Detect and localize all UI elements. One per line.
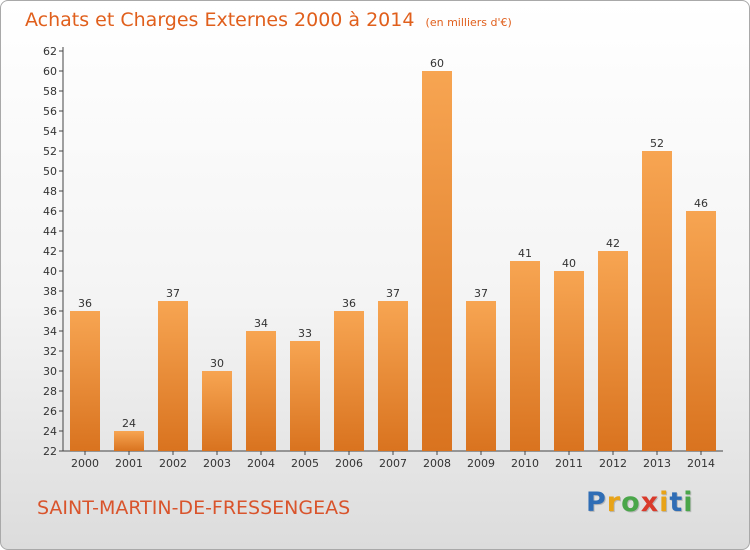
x-tick-label-2007: 2007 (379, 457, 407, 470)
title-row: Achats et Charges Externes 2000 à 2014 (… (25, 9, 512, 31)
data-label-2008: 60 (430, 57, 444, 70)
data-label-2003: 30 (210, 357, 224, 370)
logo-letter: o (621, 487, 641, 518)
logo-letter: i (659, 487, 670, 518)
bar-2009 (466, 301, 496, 451)
y-tick-label: 42 (43, 245, 57, 258)
x-tick-label-2011: 2011 (555, 457, 583, 470)
data-label-2013: 52 (650, 137, 664, 150)
y-tick-label: 60 (43, 65, 57, 78)
bar-2012 (598, 251, 628, 451)
commune-name: SAINT-MARTIN-DE-FRESSENGEAS (37, 497, 351, 519)
bar-2003 (202, 371, 232, 451)
data-label-2011: 40 (562, 257, 576, 270)
y-tick-label: 58 (43, 85, 57, 98)
y-tick-label: 44 (43, 225, 57, 238)
data-label-2004: 34 (254, 317, 268, 330)
x-tick-label-2005: 2005 (291, 457, 319, 470)
x-tick-label-2000: 2000 (71, 457, 99, 470)
bar-2002 (158, 301, 188, 451)
x-tick-label-2008: 2008 (423, 457, 451, 470)
x-tick-label-2012: 2012 (599, 457, 627, 470)
bar-2006 (334, 311, 364, 451)
data-label-2005: 33 (298, 327, 312, 340)
data-label-2001: 24 (122, 417, 136, 430)
bar-2011 (554, 271, 584, 451)
logo-letter: t (669, 487, 684, 518)
bar-2000 (70, 311, 100, 451)
logo-letter: P (586, 487, 607, 518)
data-label-2000: 36 (78, 297, 92, 310)
proxiti-logo: Proxiti (586, 487, 694, 518)
y-tick-label: 26 (43, 405, 57, 418)
y-tick-label: 24 (43, 425, 57, 438)
data-label-2010: 41 (518, 247, 532, 260)
y-tick-label: 22 (43, 445, 57, 458)
y-tick-label: 52 (43, 145, 57, 158)
chart-title: Achats et Charges Externes 2000 à 2014 (25, 9, 415, 31)
data-label-2006: 36 (342, 297, 356, 310)
y-tick-label: 40 (43, 265, 57, 278)
y-tick-label: 38 (43, 285, 57, 298)
logo-letter: r (606, 487, 622, 518)
x-tick-label-2002: 2002 (159, 457, 187, 470)
x-tick-label-2003: 2003 (203, 457, 231, 470)
bar-2010 (510, 261, 540, 451)
y-tick-label: 46 (43, 205, 57, 218)
bar-2007 (378, 301, 408, 451)
bar-2014 (686, 211, 716, 451)
x-tick-label-2014: 2014 (687, 457, 715, 470)
data-label-2014: 46 (694, 197, 708, 210)
y-tick-label: 48 (43, 185, 57, 198)
y-tick-label: 50 (43, 165, 57, 178)
y-tick-label: 56 (43, 105, 57, 118)
bar-2008 (422, 71, 452, 451)
data-label-2002: 37 (166, 287, 180, 300)
data-label-2012: 42 (606, 237, 620, 250)
y-tick-label: 54 (43, 125, 57, 138)
x-tick-label-2009: 2009 (467, 457, 495, 470)
bar-2013 (642, 151, 672, 451)
logo-letter: i (683, 487, 694, 518)
logo-letter: x (640, 487, 660, 518)
y-tick-label: 30 (43, 365, 57, 378)
x-tick-label-2010: 2010 (511, 457, 539, 470)
chart-subtitle: (en milliers d'€) (425, 16, 512, 29)
data-label-2007: 37 (386, 287, 400, 300)
y-tick-label: 62 (43, 45, 57, 58)
bar-2004 (246, 331, 276, 451)
y-tick-label: 34 (43, 325, 57, 338)
y-tick-label: 32 (43, 345, 57, 358)
data-label-2009: 37 (474, 287, 488, 300)
y-tick-label: 36 (43, 305, 57, 318)
bar-2001 (114, 431, 144, 451)
x-tick-label-2013: 2013 (643, 457, 671, 470)
x-tick-label-2004: 2004 (247, 457, 275, 470)
y-tick-label: 28 (43, 385, 57, 398)
x-tick-label-2001: 2001 (115, 457, 143, 470)
bar-2005 (290, 341, 320, 451)
x-tick-label-2006: 2006 (335, 457, 363, 470)
